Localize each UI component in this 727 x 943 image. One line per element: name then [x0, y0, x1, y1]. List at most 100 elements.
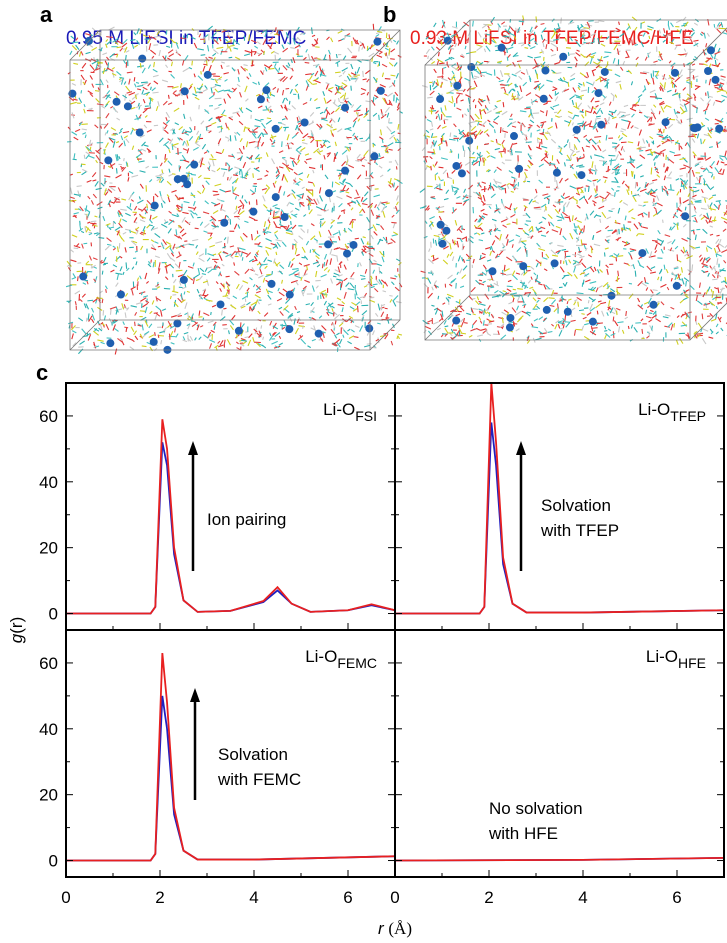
li-ion — [452, 316, 461, 325]
li-ion — [691, 124, 700, 133]
li-ion — [438, 239, 447, 248]
y-axis-label: g(r) — [7, 617, 26, 643]
li-ion — [552, 168, 561, 177]
series-line-red — [66, 652, 396, 862]
subplot-hfe: Li-OHFE No solvation with HFE 0 2 4 6 — [390, 629, 725, 907]
li-ion — [256, 95, 265, 104]
li-ion — [600, 67, 609, 76]
box-outline — [424, 19, 727, 341]
li-ion — [190, 160, 199, 169]
li-ion — [341, 166, 350, 175]
li-ion — [559, 52, 568, 61]
x-tick-label: 0 — [390, 888, 399, 907]
li-ion — [506, 313, 515, 322]
li-ion — [341, 103, 350, 112]
li-ion — [681, 212, 690, 221]
li-ion — [180, 87, 189, 96]
li-ion — [280, 213, 289, 222]
li-ion — [706, 46, 715, 55]
li-ion — [285, 325, 294, 334]
li-ion — [638, 249, 647, 258]
x-tick-label: 4 — [249, 888, 258, 907]
li-ion — [68, 89, 77, 98]
molecular-snapshots — [65, 15, 727, 355]
li-ion — [670, 68, 679, 77]
li-ion — [300, 118, 309, 127]
x-tick-label: 2 — [484, 888, 493, 907]
y-tick-label: 60 — [39, 407, 58, 426]
li-ion — [376, 86, 385, 95]
subplot-label: Li-OFEMC — [305, 647, 377, 671]
li-ion — [563, 307, 572, 316]
li-ion — [349, 240, 358, 249]
li-ion — [343, 249, 352, 258]
li-ion — [488, 267, 497, 276]
li-ion — [314, 329, 323, 338]
x-tick-label: 6 — [672, 888, 681, 907]
arrowhead-icon — [190, 688, 200, 702]
li-ion — [497, 43, 506, 52]
li-ion — [249, 207, 258, 216]
li-ion — [116, 290, 125, 299]
subplot-frame — [65, 382, 396, 631]
panel-label-a: a — [40, 2, 53, 27]
y-tick-label: 0 — [49, 605, 58, 624]
y-tick-label: 40 — [39, 473, 58, 492]
li-ion — [715, 124, 724, 133]
li-ion — [370, 152, 379, 161]
box-outline — [69, 29, 401, 351]
annotation: with HFE — [488, 824, 558, 843]
li-ion — [436, 95, 445, 104]
y-tick-label: 40 — [39, 720, 58, 739]
series-line-red — [395, 382, 725, 615]
li-ion — [179, 275, 188, 284]
annotation: with TFEP — [540, 521, 619, 540]
li-ion — [505, 323, 514, 332]
li-ion — [510, 132, 519, 141]
subplot-fsi: Li-OFSI Ion pairing 0 20 40 60 — [39, 382, 396, 631]
li-ion — [541, 66, 550, 75]
li-ion — [373, 37, 382, 46]
li-ion — [661, 118, 670, 127]
li-ion — [79, 272, 88, 281]
series-line-red — [394, 856, 725, 862]
li-ion — [267, 279, 276, 288]
li-ion — [542, 305, 551, 314]
li-ion — [234, 326, 243, 335]
li-ion — [149, 337, 158, 346]
li-ion — [704, 66, 713, 75]
y-tick-label: 20 — [39, 539, 58, 558]
y-tick-label: 0 — [49, 852, 58, 871]
li-ion — [515, 164, 524, 173]
x-tick-label: 0 — [61, 888, 70, 907]
li-ion — [173, 175, 182, 184]
annotation: Ion pairing — [207, 510, 286, 529]
subplot-tfep: Li-OTFEP Solvation with TFEP — [394, 382, 725, 631]
li-ion — [123, 102, 132, 111]
li-ion — [452, 161, 461, 170]
li-ion — [138, 54, 147, 63]
li-ion — [672, 281, 681, 290]
li-ion — [365, 324, 374, 333]
annotation: Solvation — [541, 496, 611, 515]
li-ion — [577, 171, 586, 180]
annotation: No solvation — [489, 799, 583, 818]
li-ion — [436, 220, 445, 229]
arrowhead-icon — [188, 441, 198, 455]
li-ion — [711, 75, 720, 84]
li-ion — [271, 124, 280, 133]
annotation: Solvation — [218, 745, 288, 764]
series-line-red — [66, 419, 396, 615]
li-ion — [104, 156, 113, 165]
subplot-frame — [394, 629, 725, 878]
li-ion — [457, 169, 466, 178]
li-ion — [135, 128, 144, 137]
x-tick-label: 2 — [155, 888, 164, 907]
li-ion — [649, 300, 658, 309]
subplot-label: Li-OFSI — [323, 400, 377, 424]
x-axis-label: r (Å) — [378, 919, 412, 938]
li-ion — [453, 81, 462, 90]
li-ion — [220, 218, 229, 227]
